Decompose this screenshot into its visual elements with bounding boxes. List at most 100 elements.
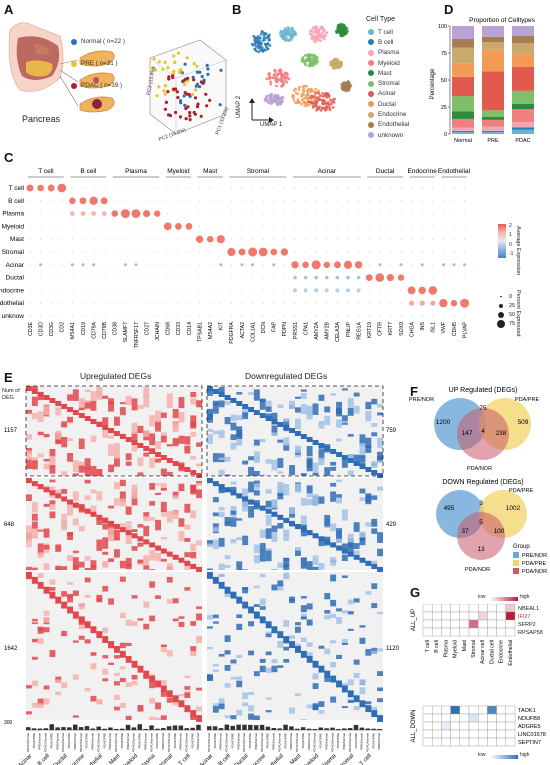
venn-up-a-only: 1200 xyxy=(436,419,451,426)
pca-point xyxy=(178,71,182,75)
celltype-color-dot-icon xyxy=(368,111,374,118)
pca-point xyxy=(175,90,179,94)
umap-cell-point xyxy=(297,88,301,91)
dotplot-group-label: Myeloid xyxy=(167,168,190,175)
heatmap-cell xyxy=(377,687,383,692)
heatmap-cell xyxy=(242,587,249,594)
heatmap-cell xyxy=(242,501,249,512)
heatmap-cell xyxy=(371,518,378,527)
dotplot-dot xyxy=(177,276,180,279)
dotplot-dot xyxy=(463,276,466,279)
deg-count-bar xyxy=(119,728,125,730)
venn-down-label-a: PDA/PRE xyxy=(509,488,533,494)
heatmap-cell xyxy=(377,532,383,543)
deg-count-bar xyxy=(207,726,212,730)
dotplot-row-label: B cell xyxy=(8,198,24,205)
heatmap-cell xyxy=(114,537,120,541)
heatmap-diagonal-cell xyxy=(102,517,109,523)
heatmap-cell xyxy=(306,457,313,468)
dotplot-dot xyxy=(230,238,233,240)
heatmap-cell xyxy=(196,687,202,691)
dotplot-dot xyxy=(71,187,74,189)
deg-count-bar xyxy=(31,728,37,730)
deg-count-bar xyxy=(143,728,148,730)
heatmap-cell xyxy=(84,458,91,470)
deg-count-bar xyxy=(190,727,195,730)
heatmap-diagonal-cell xyxy=(184,560,191,566)
heatmap-cell xyxy=(347,434,354,437)
dotplot-gene-label: CD79A xyxy=(91,321,97,338)
dotplot-dot xyxy=(326,200,328,202)
heatmap-cell xyxy=(277,580,284,587)
dotplot-dot xyxy=(347,187,349,189)
venn-down-b-only: 1002 xyxy=(506,505,521,512)
heatmap-cell xyxy=(353,550,360,555)
g-up-cell xyxy=(487,604,497,613)
g-up-cell xyxy=(468,627,479,637)
heatmap-cell xyxy=(49,479,56,483)
dotplot-dot xyxy=(356,275,361,280)
heatmap-cell xyxy=(131,422,138,434)
dotplot-dot xyxy=(346,288,350,293)
dotplot-dot xyxy=(39,302,42,304)
heatmap-cell xyxy=(347,628,354,631)
heatmap-cell xyxy=(265,633,272,638)
heatmap-cell xyxy=(300,498,307,506)
g-down-cell xyxy=(496,721,506,731)
umap-cell-point xyxy=(321,95,325,98)
heatmap-cell xyxy=(347,611,354,615)
deg-down-celltype-label: Stromal xyxy=(337,753,355,765)
heatmap-cell xyxy=(312,475,319,476)
umap-cell-point xyxy=(272,98,276,102)
heatmap-diagonal-cell xyxy=(365,705,372,713)
dotplot-dot xyxy=(50,276,52,279)
heatmap-diagonal-cell xyxy=(114,431,120,436)
umap-cell-point xyxy=(340,62,343,66)
heatmap-cell xyxy=(78,401,85,409)
heatmap-cell xyxy=(90,663,97,670)
dotplot-dot xyxy=(209,302,211,304)
heatmap-cell xyxy=(119,407,126,416)
deg-count-bar xyxy=(114,728,119,730)
pca-point xyxy=(174,110,178,115)
heatmap-diagonal-cell xyxy=(114,524,120,530)
heatmap-cell xyxy=(190,646,197,652)
dotplot-dot xyxy=(421,276,423,279)
umap-cell-point xyxy=(316,38,320,41)
heatmap-diagonal-cell xyxy=(353,695,360,703)
dotplot-dot xyxy=(82,315,84,317)
umap-cell-point xyxy=(300,93,304,96)
heatmap-cell xyxy=(236,442,243,446)
pca-point xyxy=(184,117,188,121)
dotplot-dot xyxy=(124,187,127,189)
heatmap-cell xyxy=(131,431,138,442)
dotplot-dot xyxy=(80,211,86,216)
heatmap-cell xyxy=(230,434,237,441)
heatmap-cell xyxy=(341,642,348,645)
heatmap-cell xyxy=(125,395,132,406)
heatmap-cell xyxy=(149,615,156,622)
heatmap-cell xyxy=(149,716,156,720)
heatmap-diagonal-cell xyxy=(283,517,290,523)
dotplot-dot xyxy=(453,187,455,189)
heatmap-cell xyxy=(283,484,290,496)
dotplot-dot xyxy=(82,289,84,292)
dotplot-dot xyxy=(304,200,307,202)
heatmap-cell xyxy=(160,537,167,540)
heatmap-cell xyxy=(108,598,114,605)
heatmap-cell xyxy=(300,473,307,476)
dotplot-dot xyxy=(326,315,328,317)
heatmap-cell xyxy=(102,561,109,568)
heatmap-cell xyxy=(131,546,138,551)
dotplot-row-label: unknow xyxy=(2,313,25,320)
dotplot-dot xyxy=(347,225,349,228)
heatmap-cell xyxy=(365,522,372,527)
heatmap-cell xyxy=(207,437,213,445)
heatmap-diagonal-cell xyxy=(330,542,337,548)
heatmap-cell xyxy=(72,550,79,554)
heatmap-cell xyxy=(26,450,32,460)
umap-cell-point xyxy=(277,78,281,82)
heatmap-cell xyxy=(102,417,109,428)
heatmap-cell xyxy=(166,697,173,703)
heatmap-cell xyxy=(166,444,173,447)
